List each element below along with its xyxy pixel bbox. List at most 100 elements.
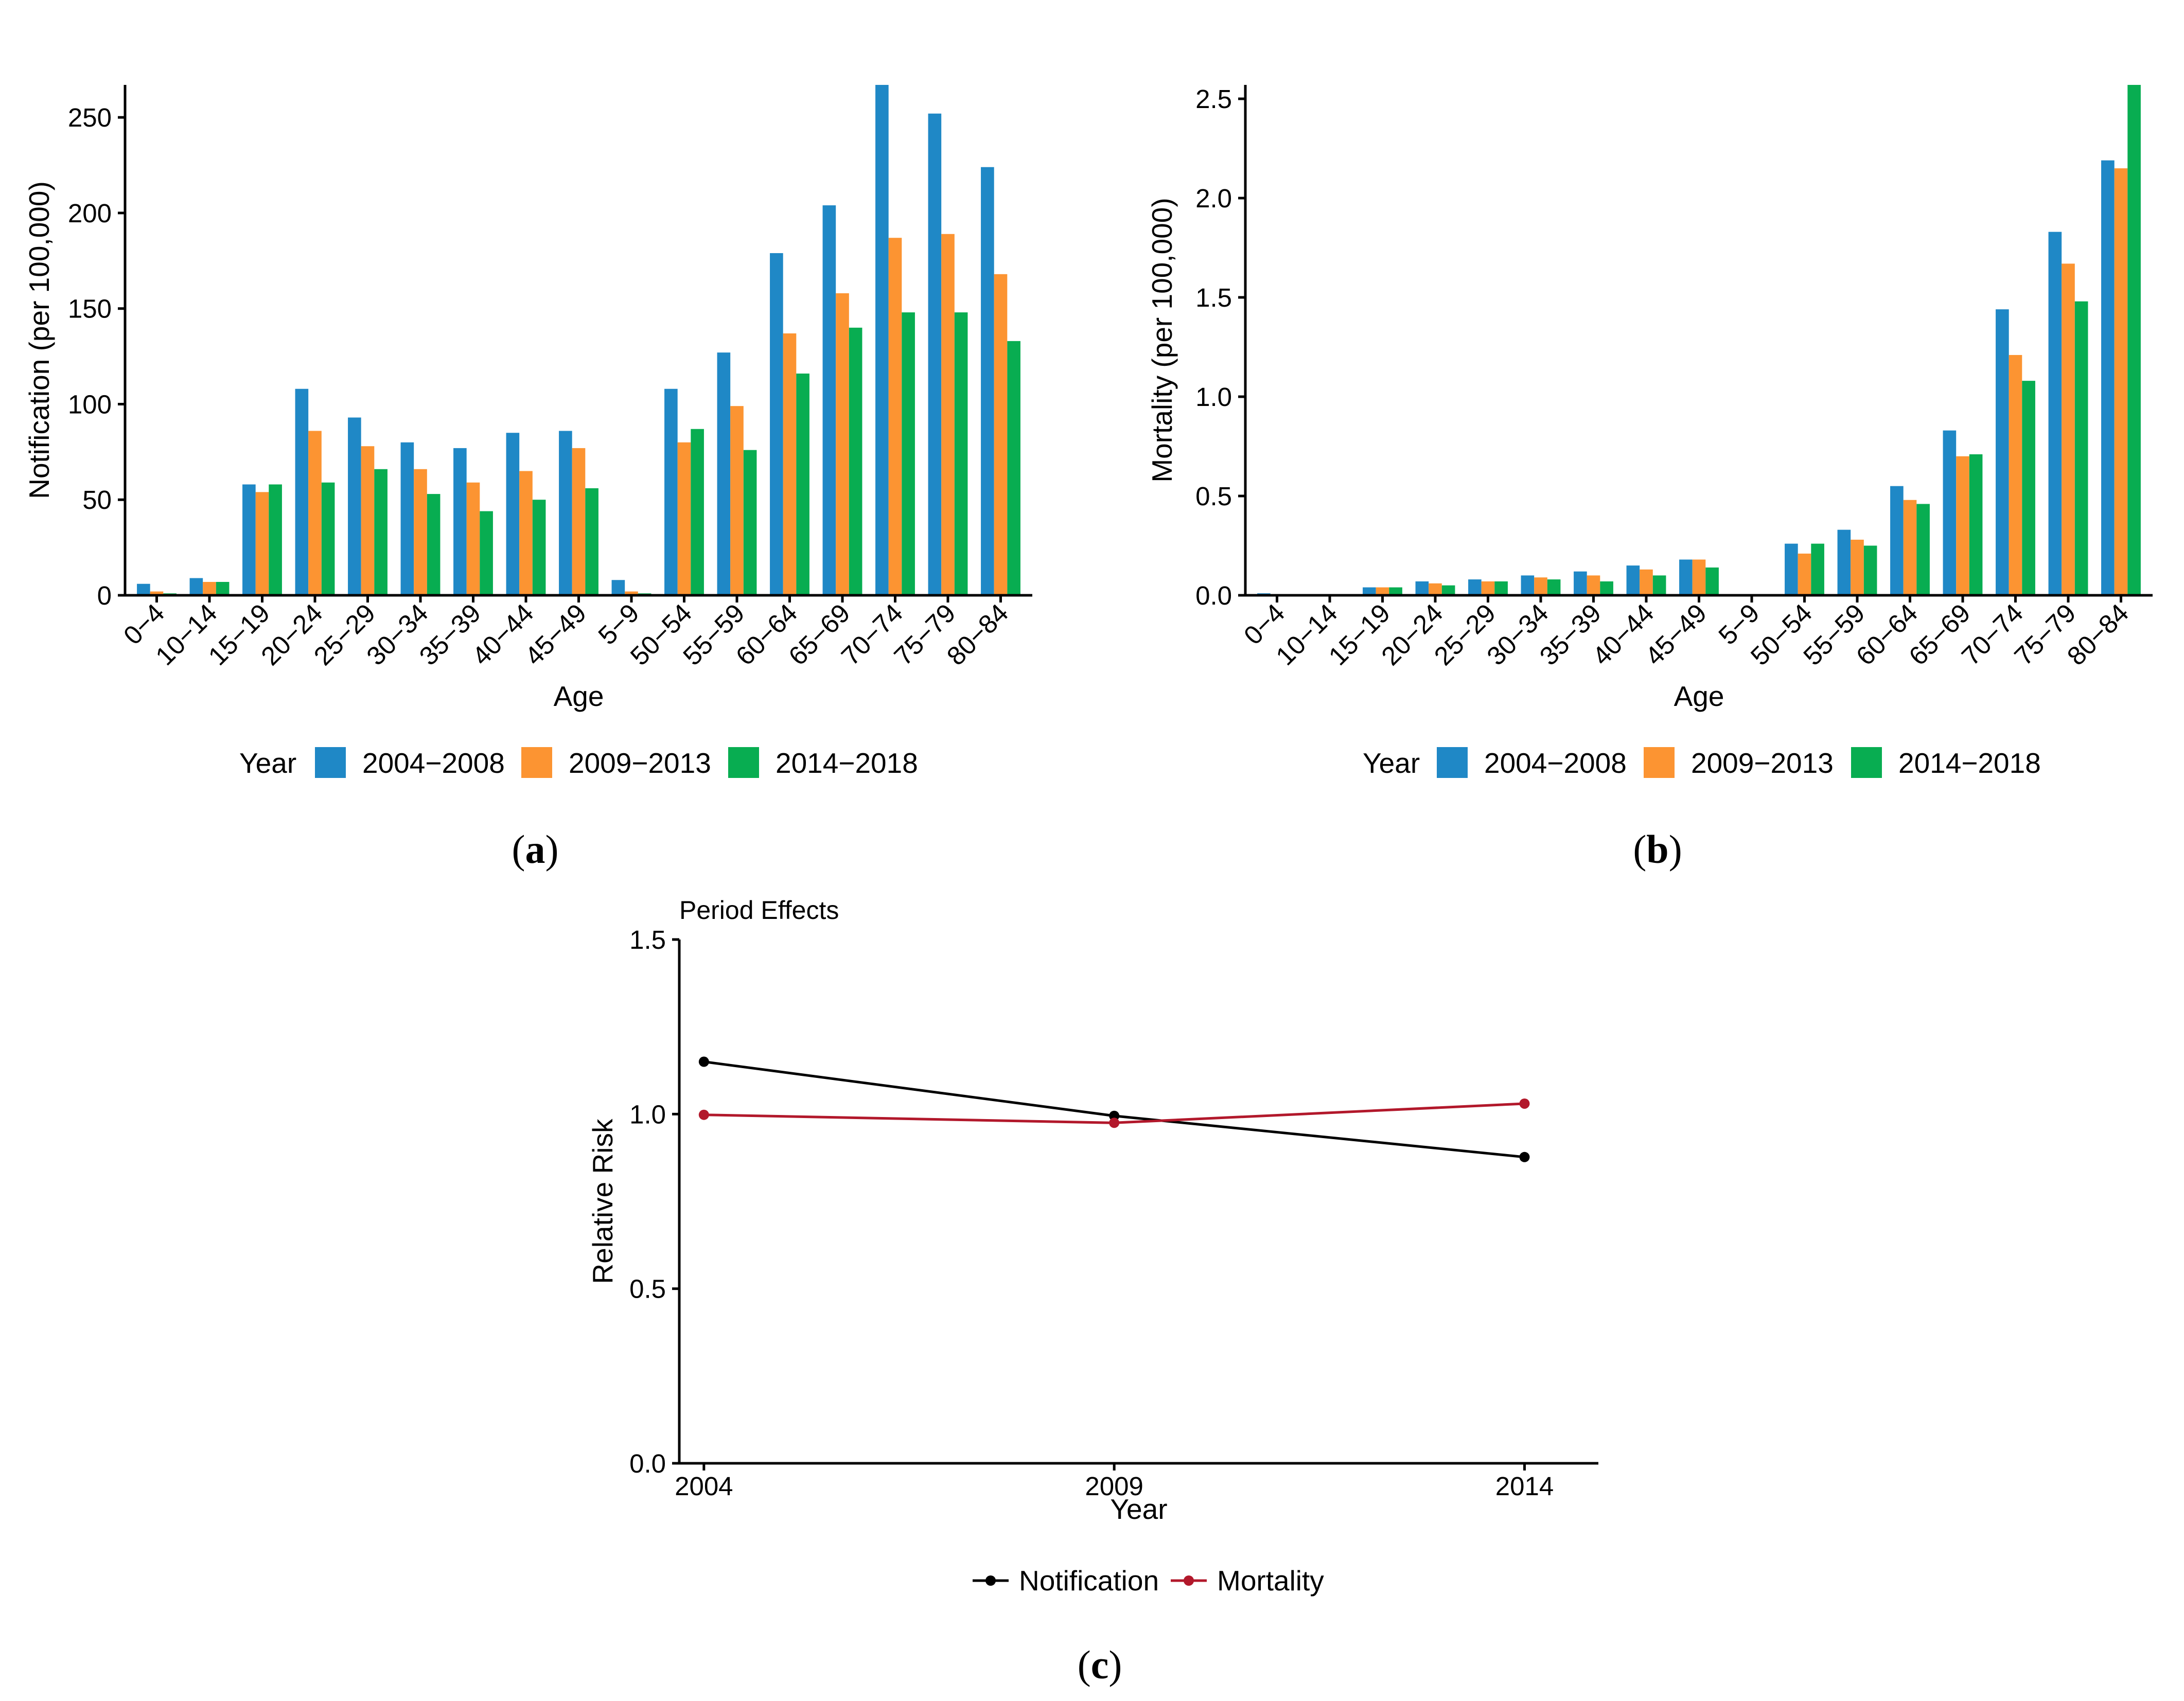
- chart-a-bar: [519, 471, 533, 595]
- chart-a-bar: [321, 482, 335, 595]
- chart-b-bar: [2101, 160, 2115, 596]
- chart-b-bar: [1600, 581, 1613, 595]
- chart-b-bar: [1626, 565, 1640, 595]
- chart-a-bar: [480, 511, 493, 595]
- chart-a-bar: [572, 448, 586, 595]
- chart-a-bar: [585, 488, 598, 595]
- chart-a-bar: [691, 429, 704, 595]
- chart-a-bar: [611, 580, 625, 595]
- chart-a-legend-label: 2014−2018: [776, 747, 918, 779]
- chart-a-bar: [743, 450, 757, 595]
- chart-b-bar: [1851, 539, 1864, 595]
- chart-a-legend-swatch: [521, 747, 552, 778]
- chart-a-bar: [189, 578, 203, 595]
- chart-a-bar: [269, 484, 282, 595]
- chart-b-bar: [1468, 579, 1482, 595]
- chart-b-bar: [1494, 581, 1508, 595]
- chart-b-bar: [2022, 381, 2035, 595]
- chart-a-bar: [717, 352, 731, 595]
- chart-b-bar: [2127, 85, 2141, 595]
- chart-b-bar: [1798, 553, 1811, 595]
- chart-b-bar: [2009, 355, 2022, 595]
- chart-c-legend-key-point: [1184, 1575, 1194, 1586]
- chart-b-bar: [1903, 500, 1917, 595]
- chart-c-legend-label: Mortality: [1217, 1565, 1324, 1597]
- chart-b-bar: [1481, 581, 1495, 595]
- chart-a-bar: [203, 581, 216, 595]
- chart-b-bar: [2114, 168, 2128, 596]
- panel-label-c-open: (: [1078, 1642, 1091, 1687]
- chart-c-title: Period Effects: [679, 896, 839, 925]
- chart-a-bar: [295, 388, 309, 595]
- chart-a-bar: [928, 113, 942, 595]
- chart-a-bar: [374, 469, 388, 595]
- chart-a-y-tick-label: 200: [68, 199, 112, 228]
- chart-a-bar: [453, 448, 467, 595]
- chart-a-legend-swatch: [728, 747, 759, 778]
- chart-c-y-tick-label: 1.0: [629, 1100, 666, 1129]
- chart-a-legend-swatch: [315, 747, 346, 778]
- chart-a-bar: [506, 433, 520, 595]
- panel-label-a: (a): [512, 827, 559, 872]
- chart-a-bar: [664, 388, 678, 595]
- chart-c-legend: Notification Mortality: [973, 1565, 1324, 1597]
- chart-a-bar: [308, 431, 322, 595]
- chart-a-bar: [559, 431, 572, 595]
- chart-b-bar: [1429, 583, 1442, 595]
- chart-b-bar: [1389, 587, 1402, 595]
- chart-a-y-tick-label: 50: [82, 485, 112, 515]
- chart-b-bar: [1376, 587, 1389, 595]
- chart-b-bar: [1890, 486, 1904, 595]
- panel-label-a-close: ): [545, 827, 559, 872]
- chart-c-y-tick-label: 0.0: [629, 1449, 666, 1478]
- chart-a-bar: [625, 591, 638, 595]
- chart-b-y-tick-label: 0.0: [1195, 581, 1232, 610]
- chart-a-legend-label: 2004−2008: [362, 747, 505, 779]
- chart-b-bar: [1996, 309, 2009, 595]
- chart-a-legend-title: Year: [239, 747, 296, 779]
- chart-b-bar: [1534, 577, 1547, 595]
- chart-a-y-tick-label: 100: [68, 389, 112, 419]
- chart-a-bar: [414, 469, 427, 595]
- chart-b-bar: [1640, 569, 1653, 595]
- chart-b-bar: [1916, 504, 1930, 595]
- chart-a-bar: [400, 442, 414, 595]
- chart-b-legend-label: 2009−2013: [1691, 747, 1834, 779]
- chart-b-legend-title: Year: [1363, 747, 1420, 779]
- chart-b-legend-label: 2004−2008: [1484, 747, 1627, 779]
- chart-a-y-tick-label: 250: [68, 103, 112, 132]
- chart-b-y-tick-label: 2.5: [1195, 84, 1232, 114]
- chart-b-y-tick-label: 1.0: [1195, 382, 1232, 412]
- chart-b-bar: [2062, 263, 2075, 595]
- chart-a-bar: [875, 85, 889, 595]
- chart-b-bar: [1811, 543, 1824, 595]
- chart-c-x-axis-title: Year: [1110, 1493, 1167, 1525]
- chart-b-bar: [1574, 571, 1587, 595]
- chart-a-bar: [466, 482, 480, 595]
- chart-a-bar: [532, 500, 546, 595]
- panel-label-c-letter: c: [1091, 1642, 1109, 1687]
- chart-a-bar: [242, 484, 256, 595]
- panel-label-b-open: (: [1633, 827, 1646, 872]
- chart-b-bar: [1692, 559, 1706, 595]
- chart-a-bar: [1007, 341, 1020, 595]
- chart-b-legend: Year 2004−2008 2009−2013 2014−2018: [1363, 747, 2041, 779]
- chart-a-legend: Year 2004−2008 2009−2013 2014−2018: [239, 747, 918, 779]
- chart-a-bar: [770, 253, 783, 596]
- chart-b-legend-label: 2014−2018: [1898, 747, 2041, 779]
- chart-b-legend-swatch: [1437, 747, 1468, 778]
- chart-b-bar: [1969, 454, 1983, 595]
- chart-c-series-notification-point: [698, 1056, 709, 1067]
- chart-b-bar: [1943, 430, 1957, 595]
- panel-label-a-letter: a: [525, 827, 545, 872]
- panel-label-b-close: ): [1669, 827, 1682, 872]
- chart-b-bar: [1521, 575, 1535, 595]
- chart-c-x-tick-label: 2004: [675, 1472, 733, 1501]
- chart-b-y-axis-title: Mortality (per 100,000): [1146, 198, 1178, 482]
- chart-c-y-axis-title: Relative Risk: [587, 1119, 619, 1284]
- chart-b-bar: [1652, 575, 1666, 595]
- chart-a-bar: [150, 591, 164, 595]
- chart-b-bar: [1547, 579, 1561, 595]
- chart-b-legend-swatch: [1644, 747, 1675, 778]
